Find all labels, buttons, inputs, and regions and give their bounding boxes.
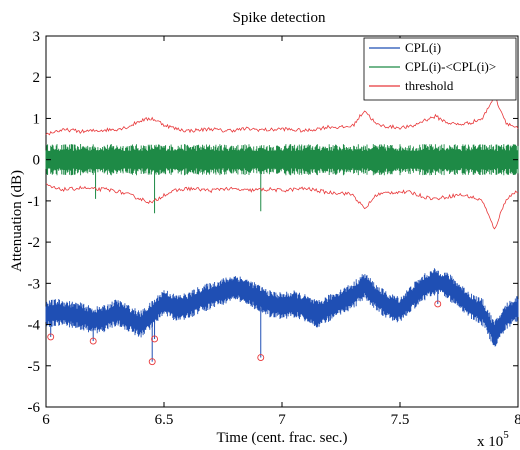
chart-title: Spike detection	[233, 10, 326, 26]
y-tick-label: -5	[28, 359, 41, 375]
spike-marker	[89, 337, 97, 345]
legend-label-2: CPL(i)-<CPL(i)>	[405, 59, 496, 74]
y-axis: -6 -5 -4 -3 -2 -1 0 1 2 3	[28, 29, 518, 416]
detrended-spike-lines	[95, 159, 262, 214]
spike-marker	[47, 333, 55, 341]
y-tick-label: -2	[28, 235, 41, 251]
y-axis-label: Attenuation (dB)	[9, 170, 25, 272]
y-tick-label: -3	[28, 276, 41, 292]
x-tick-label: 7	[278, 412, 286, 428]
legend: CPL(i) CPL(i)-<CPL(i)> threshold	[363, 37, 517, 101]
x-tick-label: 7.5	[391, 412, 410, 428]
spike-marker	[148, 358, 156, 366]
x-tick-label: 8	[514, 412, 520, 428]
y-tick-label: 2	[33, 70, 41, 86]
y-tick-label: 1	[33, 111, 41, 127]
y-tick-label: -1	[28, 194, 41, 210]
y-tick-label: -6	[28, 400, 41, 416]
threshold-lower-line	[45, 183, 519, 230]
x-axis-multiplier: x 105	[477, 429, 509, 450]
y-tick-label: 3	[33, 29, 41, 45]
y-tick-label: -4	[28, 318, 41, 334]
spike-marker	[151, 335, 159, 343]
series-cpl-trace	[45, 268, 519, 347]
legend-label-3: threshold	[405, 78, 454, 93]
x-axis: 6 6.5 7 7.5 8	[42, 36, 520, 428]
x-multiplier-exponent: 5	[503, 429, 509, 441]
x-axis-label: Time (cent. frac. sec.)	[216, 430, 347, 446]
spike-marker	[434, 300, 442, 308]
x-multiplier-base: x 10	[477, 434, 503, 450]
x-tick-label: 6	[42, 412, 50, 428]
series-layer	[45, 95, 519, 366]
y-tick-label: 0	[33, 153, 41, 169]
spike-marker	[257, 354, 265, 361]
x-tick-label: 6.5	[155, 412, 174, 428]
legend-label-1: CPL(i)	[405, 40, 441, 55]
threshold-upper-line	[45, 95, 519, 136]
